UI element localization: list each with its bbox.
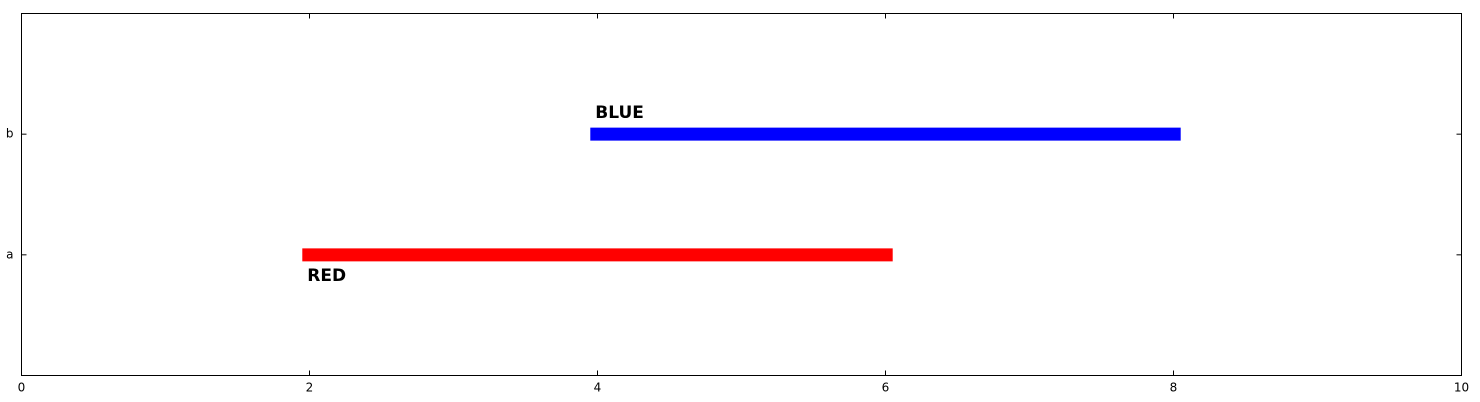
y-tick-label: a [6, 247, 13, 261]
segment-labels-layer: RED BLUE [307, 103, 644, 286]
x-tick-label: 6 [882, 381, 890, 395]
segment-label-blue: BLUE [595, 103, 644, 123]
x-tick-label: 2 [306, 381, 314, 395]
y-tick-label: b [6, 127, 14, 141]
x-axis: 0 2 4 6 8 10 [18, 13, 1469, 395]
segment-label-red: RED [307, 266, 346, 286]
plot-area-frame [21, 13, 1462, 376]
segments-layer [302, 127, 1181, 262]
x-tick-label: 8 [1170, 381, 1178, 395]
x-tick-label: 0 [18, 381, 26, 395]
y-axis: ab [6, 127, 1462, 261]
x-tick-label: 10 [1454, 381, 1469, 395]
x-tick-label: 4 [594, 381, 602, 395]
